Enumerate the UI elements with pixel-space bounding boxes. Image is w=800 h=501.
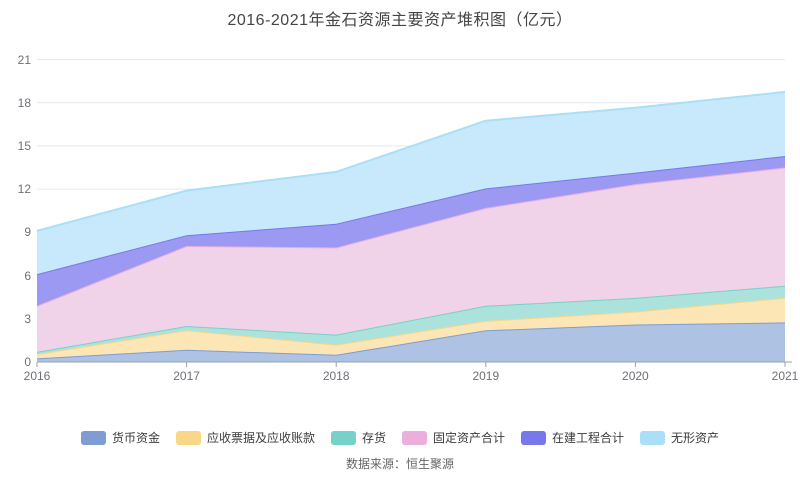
legend-label: 无形资产 (671, 431, 720, 445)
chart-title: 2016-2021年金石资源主要资产堆积图（亿元） (227, 12, 573, 29)
legend-label: 应收票据及应收账款 (206, 431, 315, 445)
legend-swatch-icon (640, 430, 666, 445)
legend-swatch-icon (402, 430, 427, 445)
legend-item-receivables[interactable]: 应收票据及应收账款 (175, 429, 315, 446)
y-axis-label: 3 (24, 311, 31, 326)
y-axis-label: 18 (17, 95, 31, 110)
legend-item-inventory[interactable]: 存货 (330, 429, 386, 446)
line-intangible (36, 90, 786, 232)
x-axis-label: 2020 (622, 369, 649, 383)
legend-item-intangible[interactable]: 无形资产 (640, 429, 719, 446)
y-axis-label: 0 (24, 355, 31, 369)
y-axis-label: 15 (17, 138, 31, 153)
legend-swatch-icon (80, 430, 106, 445)
legend-item-construction[interactable]: 在建工程合计 (521, 429, 624, 446)
legend-swatch-icon (330, 430, 356, 445)
x-axis-label: 2021 (771, 369, 799, 383)
area-inventory (37, 285, 785, 355)
legend-swatch-icon (175, 430, 201, 445)
area-receivables (37, 297, 785, 359)
data-source: 数据来源：恒生聚源 (345, 457, 454, 471)
legend-item-cash[interactable]: 货币资金 (80, 429, 160, 446)
area-fixed-assets (37, 167, 785, 352)
chart-legend: 货币资金 应收票据及应收账款 存货 固定资产合计 在建工程合计 无形资产 (0, 429, 800, 446)
legend-swatch-icon (521, 430, 547, 445)
y-axis-label: 6 (24, 268, 31, 283)
legend-label: 存货 (361, 431, 386, 445)
x-axis-label: 2017 (173, 369, 200, 383)
legend-item-fixed-assets[interactable]: 固定资产合计 (402, 429, 505, 446)
x-axis-label: 2019 (472, 369, 500, 383)
area-cash (37, 322, 785, 362)
legend-label: 在建工程合计 (552, 431, 625, 445)
legend-label: 货币资金 (111, 431, 160, 445)
y-axis-label: 12 (17, 182, 31, 197)
x-axis-label: 2018 (322, 369, 350, 383)
legend-label: 固定资产合计 (433, 431, 506, 445)
y-axis-label: 9 (24, 225, 31, 240)
x-axis-label: 2016 (23, 369, 51, 383)
area-intangible (37, 91, 785, 275)
area-construction (37, 156, 785, 306)
y-axis-label: 21 (17, 52, 31, 67)
